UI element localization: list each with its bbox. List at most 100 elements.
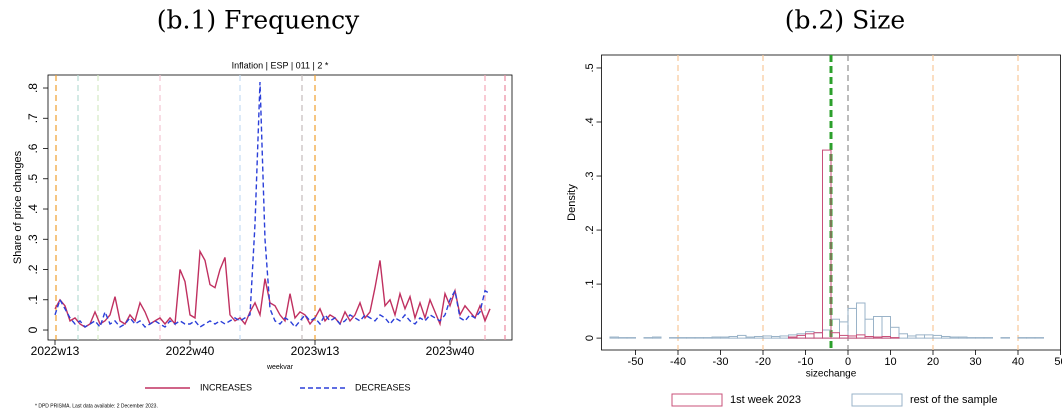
- histogram-bar: [745, 336, 755, 339]
- y-tick-label: .2: [26, 264, 40, 274]
- x-tick-label: -50: [628, 356, 644, 368]
- histogram-bar: [881, 316, 891, 339]
- histogram-bar: [856, 334, 866, 339]
- histogram-bar: [890, 326, 900, 339]
- histogram-bar: [1017, 337, 1027, 339]
- y-tick-label: .2: [584, 225, 596, 234]
- x-tick-label: 10: [884, 356, 896, 368]
- y-tick-label: .3: [26, 234, 40, 244]
- x-tick-label: 2022w40: [166, 344, 215, 358]
- x-axis-label: weekvar: [266, 364, 294, 371]
- histogram-bar: [686, 337, 696, 339]
- histogram-bar: [771, 335, 781, 339]
- x-tick-label: 0: [845, 356, 851, 368]
- histogram-bar: [873, 336, 883, 339]
- y-axis-label: Share of price changes: [12, 150, 24, 264]
- histogram-bar: [813, 332, 823, 339]
- histogram-bar: [847, 335, 857, 339]
- histogram-bar: [932, 334, 942, 339]
- histogram-bar: [847, 307, 857, 339]
- x-tick-label: 20: [927, 356, 939, 368]
- y-tick-label: .8: [26, 83, 40, 93]
- histogram-bar: [881, 335, 891, 339]
- histogram-bar: [983, 337, 993, 339]
- histogram-bar: [754, 335, 764, 339]
- histogram-bar: [618, 337, 628, 339]
- y-tick-label: .6: [26, 143, 40, 153]
- histogram-bar: [941, 335, 951, 339]
- chart-title: (b.2) Size: [785, 6, 905, 35]
- histogram-bar: [915, 334, 925, 339]
- legend-label: DECREASES: [355, 382, 411, 392]
- y-tick-label: .1: [584, 279, 596, 288]
- histogram-bar: [779, 335, 789, 339]
- x-tick-label: -30: [713, 356, 729, 368]
- y-tick-label: .3: [584, 171, 596, 180]
- histogram-bar: [864, 335, 874, 339]
- histogram-bar: [839, 334, 849, 339]
- histogram-bar: [711, 336, 721, 339]
- y-tick-label: 0: [26, 326, 40, 333]
- histogram-bar: [626, 337, 636, 339]
- histogram-bar: [796, 334, 806, 339]
- legend-swatch: [671, 393, 723, 407]
- x-tick-label: 50: [1054, 356, 1062, 368]
- histogram-bar: [1034, 337, 1044, 339]
- histogram-bar: [796, 333, 806, 339]
- y-tick-label: .1: [26, 294, 40, 304]
- histogram-bar: [890, 337, 900, 339]
- histogram-bar: [805, 331, 815, 339]
- y-axis-label: Density: [566, 184, 578, 221]
- series-line: [54, 249, 491, 328]
- histogram-bar: [873, 316, 883, 339]
- legend-label: rest of the sample: [910, 394, 997, 406]
- y-tick-label: .5: [584, 63, 596, 72]
- x-tick-label: -40: [670, 356, 686, 368]
- histogram-bar: [1000, 337, 1010, 339]
- x-tick-label: -10: [798, 356, 814, 368]
- x-tick-label: 40: [1012, 356, 1024, 368]
- histogram-bar: [788, 336, 798, 339]
- histogram-bar: [975, 337, 985, 339]
- histogram-bar: [652, 336, 662, 339]
- histogram-bar: [813, 332, 823, 339]
- histogram-bar: [728, 335, 738, 339]
- histogram-bar: [737, 334, 747, 339]
- histogram-bar: [677, 337, 687, 339]
- histogram-bar: [720, 336, 730, 339]
- series-line: [54, 81, 491, 329]
- x-tick-label: 2023w13: [291, 344, 340, 358]
- y-tick-label: 0: [584, 335, 596, 341]
- histogram-bar: [864, 318, 874, 339]
- chart-subtitle: Inflation | ESP | 011 | 2 *: [232, 60, 329, 70]
- plot-frame: [47, 74, 513, 341]
- histogram-bar: [856, 302, 866, 339]
- x-axis-label: sizechange: [806, 369, 857, 380]
- chart-title: (b.1) Frequency: [157, 6, 360, 35]
- footnote: * DPD PRISMA. Last data available: 2 Dec…: [35, 403, 158, 409]
- y-tick-label: .5: [26, 173, 40, 183]
- histogram-bar: [958, 336, 968, 339]
- histogram-bar: [762, 335, 772, 339]
- histogram-bar: [966, 337, 976, 339]
- legend-swatch: [851, 393, 903, 407]
- histogram-bar: [609, 336, 619, 339]
- x-tick-label: 2022w13: [31, 344, 80, 358]
- y-tick-label: .4: [26, 204, 40, 214]
- histogram-bar: [669, 337, 679, 339]
- y-tick-label: .4: [584, 117, 596, 126]
- histogram-bar: [694, 337, 704, 339]
- legend-label: INCREASES: [200, 382, 252, 392]
- histogram-bar: [1026, 337, 1036, 339]
- histogram-bar: [822, 149, 832, 339]
- histogram-bar: [898, 333, 908, 339]
- y-tick-label: .7: [26, 113, 40, 123]
- histogram-bar: [949, 336, 959, 339]
- histogram-bar: [805, 333, 815, 339]
- legend-label: 1st week 2023: [730, 394, 801, 406]
- x-tick-label: -20: [755, 356, 771, 368]
- histogram-bar: [643, 337, 653, 339]
- histogram-bar: [907, 335, 917, 339]
- histogram-bar: [703, 337, 713, 339]
